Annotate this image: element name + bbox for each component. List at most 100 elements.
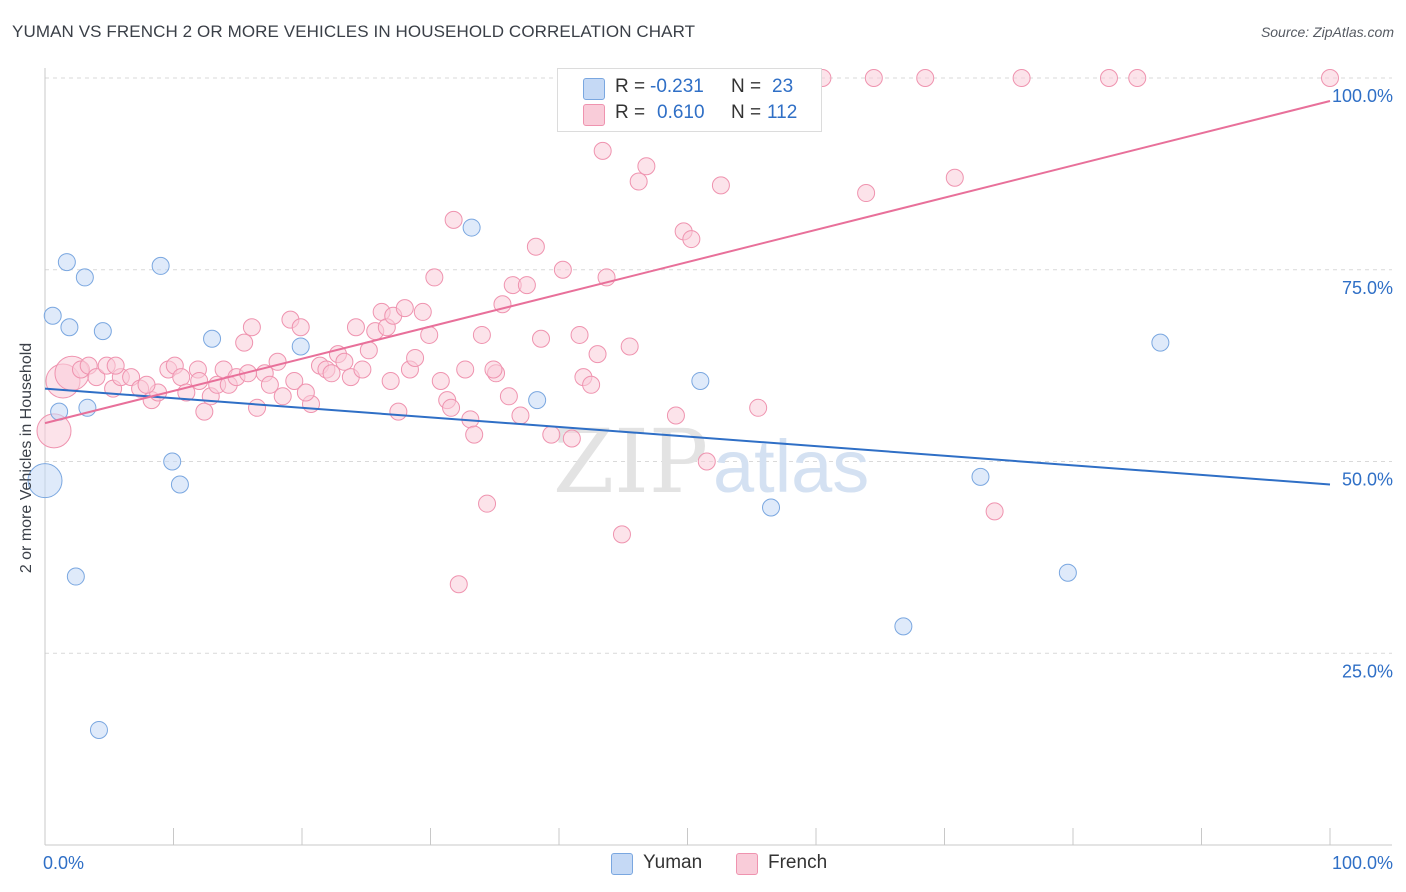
french-point [322,364,341,383]
yuman-swatch [583,78,605,100]
french-point [593,141,612,160]
french-point [381,371,400,390]
french-point [637,157,656,176]
bottom-legend-yuman-label: Yuman [643,852,703,873]
x-tick-label: 100.0% [1332,853,1393,873]
french-point [235,333,254,352]
french-point [449,575,468,594]
french-point [511,406,530,425]
legend-r-label: R = [615,76,646,97]
french-point [260,375,279,394]
french-point [711,176,730,195]
legend-n-value: 23 [772,76,794,97]
legend-row-french: R = 0.610 N = 112 [558,101,821,127]
yuman-point [1151,333,1170,352]
french-point [431,371,450,390]
french-point [1012,69,1031,87]
french-point [526,237,545,256]
yuman-point [971,467,990,486]
tick-labels: 100.0% 75.0% 50.0% 25.0% 0.0% 100.0% [43,86,1393,873]
yuman-point [894,617,913,636]
french-point [195,402,214,421]
french-point [335,352,354,371]
french-point [1128,69,1147,87]
watermark-zip: ZIP [553,410,708,513]
french-point [517,276,536,295]
french-point [442,398,461,417]
french-point [395,299,414,318]
french-point [985,502,1004,521]
french-point [425,268,444,287]
french-point [291,318,310,337]
french-trend-line [44,100,1331,425]
yuman-point [43,306,62,325]
yuman-point [93,322,112,341]
french-series-points [36,69,1339,594]
yuman-point [60,318,79,337]
french-point [620,337,639,356]
french-point [444,210,463,229]
french-point [864,69,883,87]
watermark-atlas: atlas [713,425,869,508]
french-point [346,318,365,337]
axes-layer [44,68,1392,846]
chart-source: Source: ZipAtlas.com [1260,24,1394,40]
french-point [553,260,572,279]
y-tick-label: 50.0% [1342,470,1393,490]
yuman-point [151,256,170,275]
french-point [353,360,372,379]
yuman-point [75,268,94,287]
french-point [465,425,484,444]
french-point [172,368,191,387]
yuman-point [1058,563,1077,582]
french-point [629,172,648,191]
french-point [857,184,876,203]
legend-row-yuman: R = -0.231 N = 23 [558,75,821,101]
yuman-series-points [27,218,1170,739]
french-point [87,368,106,387]
yuman-point [203,329,222,348]
french-point [239,364,258,383]
french-point [1321,69,1339,87]
french-point [285,371,304,390]
correlation-legend: R = -0.231 N = 23 R = 0.610 N = 112 [557,68,822,132]
yuman-point [691,371,710,390]
french-point [612,525,631,544]
yuman-point [66,567,85,586]
french-point [389,402,408,421]
french-point [570,325,589,344]
chart-title: YUMAN VS FRENCH 2 OR MORE VEHICLES IN HO… [12,22,696,41]
french-point [106,356,125,375]
french-point [478,494,497,513]
french-point [542,425,561,444]
yuman-point [528,391,547,410]
french-point [268,352,287,371]
french-point [666,406,685,425]
y-axis-label: 2 or more Vehicles in Household [18,342,35,574]
french-point [582,375,601,394]
french-point [499,387,518,406]
legend-r-value: -0.231 [650,76,704,97]
yuman-point [163,452,182,471]
yuman-point [27,463,63,499]
bottom-legend-french-label: French [768,852,828,873]
french-point [945,168,964,187]
french-point [406,348,425,367]
french-point [532,329,551,348]
yuman-point [57,253,76,272]
legend-n-value: 112 [767,102,798,123]
french-point [749,398,768,417]
french-point [472,325,491,344]
x-tick-label: 0.0% [43,853,84,873]
french-point [682,230,701,249]
watermark: ZIP atlas [553,410,869,513]
french-point [484,360,503,379]
yuman-point [762,498,781,517]
yuman-point [170,475,189,494]
french-point [296,383,315,402]
french-point [562,429,581,448]
yuman-swatch [611,853,633,875]
french-point [588,345,607,364]
french-point [273,387,292,406]
trend-lines [44,100,1331,486]
